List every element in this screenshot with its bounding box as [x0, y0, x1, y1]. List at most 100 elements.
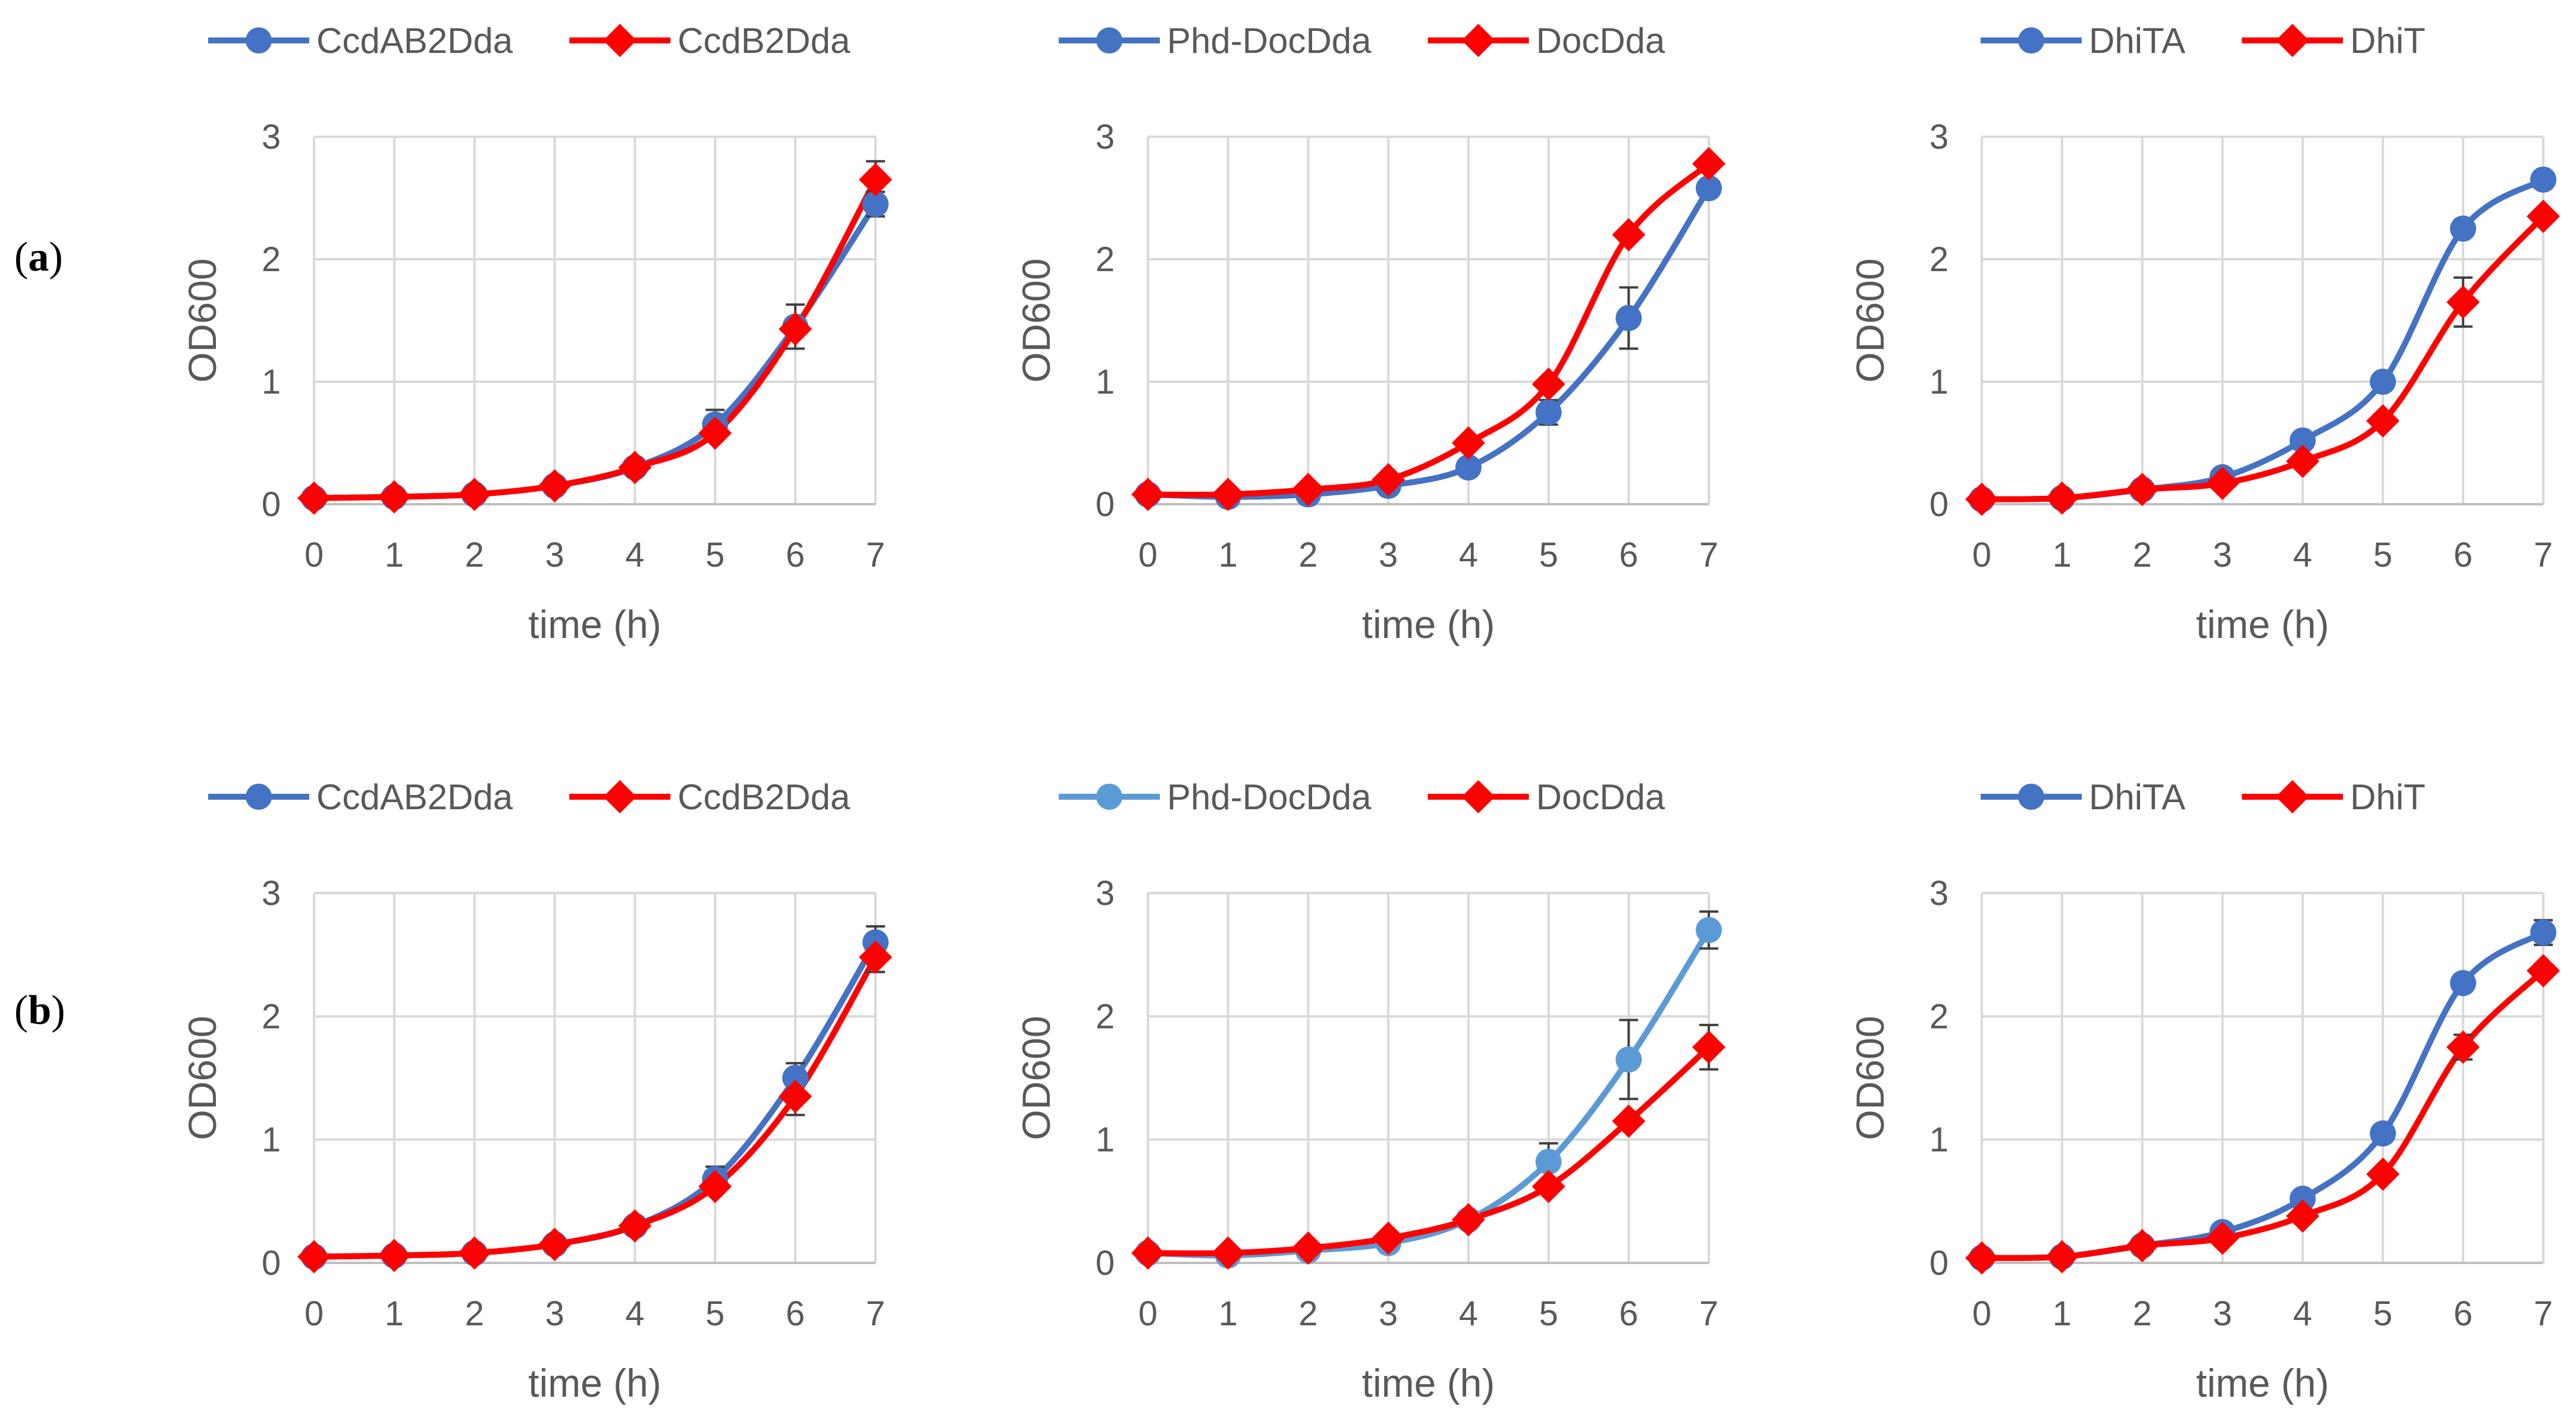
data-point-CcdB2Dda — [698, 1170, 732, 1203]
data-point-CcdB2Dda — [779, 1080, 812, 1114]
x-tick-label: 7 — [1699, 536, 1718, 574]
data-point-DhiT — [2205, 1221, 2239, 1255]
legend-marker-DocDda — [1461, 24, 1495, 57]
chart-panel-a3: 0 1 2 3 0 1 2 3 4 5 6 7 time (h) OD600 DhiTA DhiT — [1848, 21, 2560, 646]
data-point-CcdB2Dda — [538, 1227, 572, 1261]
x-tick-label: 2 — [465, 1294, 484, 1333]
x-tick-label: 6 — [786, 1294, 805, 1333]
data-point-DhiT — [2125, 473, 2159, 507]
row-label-b-letter: b — [28, 988, 51, 1033]
data-point-DhiTA — [2289, 427, 2316, 454]
data-point-DhiT — [2527, 199, 2560, 233]
x-axis-title: time (h) — [528, 1361, 661, 1405]
y-tick-label: 3 — [262, 118, 281, 156]
data-point-Phd-DocDda — [1535, 399, 1562, 426]
row-label-b-close: ) — [51, 988, 65, 1033]
y-tick-label: 0 — [1096, 485, 1115, 524]
data-point-DhiT — [2125, 1228, 2159, 1262]
chart-panel-b2: 0 1 2 3 0 1 2 3 4 5 6 7 time (h) OD600 Phd-DocDda DocDd… — [1014, 777, 1725, 1405]
legend-label: DhiTA — [2089, 21, 2185, 61]
data-point-DocDda — [1451, 1203, 1485, 1237]
chart-panel-b3: 0 1 2 3 0 1 2 3 4 5 6 7 time (h) OD600 DhiTA DhiT — [1848, 777, 2560, 1405]
y-axis-title: OD600 — [180, 258, 224, 382]
data-point-DocDda — [1372, 1221, 1405, 1255]
data-point-DhiT — [2286, 1199, 2320, 1233]
data-point-DocDda — [1692, 147, 1725, 181]
x-tick-label: 7 — [1699, 1294, 1718, 1333]
x-axis-title: time (h) — [1362, 602, 1495, 646]
data-point-CcdB2Dda — [297, 481, 331, 515]
y-tick-label: 2 — [1929, 240, 1949, 279]
data-point-CcdB2Dda — [377, 1239, 411, 1272]
data-point-DhiT — [1965, 1241, 1998, 1275]
series-line-DhiT — [1981, 968, 2546, 1261]
x-tick-label: 5 — [705, 1294, 724, 1333]
x-tick-label: 5 — [1539, 1294, 1558, 1333]
chart-legend: Phd-DocDda DocDda — [1059, 777, 1665, 817]
x-tick-label: 1 — [385, 536, 404, 574]
x-tick-label: 2 — [1298, 1294, 1317, 1333]
data-point-CcdB2Dda — [377, 480, 411, 514]
data-point-Phd-DocDda — [1535, 1148, 1562, 1175]
y-tick-label: 3 — [1929, 118, 1949, 156]
x-tick-label: 2 — [1298, 536, 1317, 574]
y-tick-label: 1 — [1929, 363, 1949, 401]
data-point-CcdB2Dda — [618, 1209, 652, 1243]
data-point-DocDda — [1211, 1236, 1245, 1270]
y-tick-label: 3 — [262, 874, 281, 913]
y-axis-title: OD600 — [1848, 258, 1892, 382]
chart-panels: 0 1 2 3 0 1 2 3 4 5 6 7 time (h) OD600 CcdAB2Dda CcdB2D… — [180, 21, 2560, 1405]
x-tick-label: 0 — [1972, 536, 1991, 574]
y-axis-title: OD600 — [1848, 1016, 1892, 1140]
legend-marker-Phd-DocDda — [1096, 784, 1122, 810]
legend-label: Phd-DocDda — [1167, 777, 1372, 817]
data-point-DocDda — [1612, 1104, 1646, 1138]
data-point-CcdB2Dda — [297, 1240, 331, 1274]
x-tick-label: 4 — [2293, 1294, 2312, 1333]
y-tick-label: 0 — [262, 1244, 281, 1283]
row-label-b-open: ( — [14, 988, 28, 1033]
row-label-a-open: ( — [14, 234, 28, 280]
series-line-DocDda — [1147, 1045, 1711, 1257]
x-tick-label: 4 — [625, 536, 644, 574]
data-point-Phd-DocDda — [1455, 454, 1482, 481]
chart-legend: CcdAB2Dda CcdB2Dda — [208, 777, 851, 817]
legend-marker-CcdAB2Dda — [246, 784, 272, 810]
x-tick-label: 1 — [1219, 1294, 1238, 1333]
y-tick-label: 0 — [1929, 1244, 1949, 1283]
data-point-DocDda — [1451, 426, 1485, 460]
legend-marker-DhiTA — [2018, 27, 2044, 54]
x-tick-label: 2 — [2133, 1294, 2152, 1333]
x-tick-label: 5 — [705, 536, 724, 574]
legend-label: DocDda — [1536, 777, 1665, 817]
x-tick-label: 0 — [305, 536, 324, 574]
x-tick-label: 7 — [866, 536, 885, 574]
x-tick-label: 2 — [465, 536, 484, 574]
x-tick-label: 6 — [1619, 536, 1638, 574]
data-point-DhiT — [2446, 285, 2480, 319]
y-tick-label: 2 — [1096, 997, 1115, 1036]
y-tick-label: 3 — [1096, 874, 1115, 913]
series-line-CcdAB2Dda — [313, 202, 878, 501]
data-point-CcdB2Dda — [859, 940, 892, 974]
x-tick-label: 3 — [545, 536, 564, 574]
y-tick-label: 2 — [1929, 997, 1949, 1036]
legend-label: DhiTA — [2089, 777, 2185, 817]
chart-legend: Phd-DocDda DocDda — [1059, 21, 1665, 61]
x-axis-title: time (h) — [2196, 602, 2329, 646]
y-tick-label: 1 — [1929, 1121, 1949, 1159]
x-tick-label: 4 — [1459, 536, 1478, 574]
x-tick-label: 0 — [1138, 536, 1157, 574]
data-point-DocDda — [1692, 1030, 1725, 1064]
legend-label: CcdAB2Dda — [316, 21, 513, 61]
data-point-DocDda — [1131, 477, 1165, 511]
x-tick-label: 3 — [545, 1294, 564, 1333]
legend-marker-CcdB2Dda — [603, 780, 637, 813]
data-point-Phd-DocDda — [1696, 917, 1722, 944]
data-point-CcdAB2Dda — [862, 191, 889, 218]
data-point-DocDda — [1532, 367, 1565, 401]
data-point-CcdB2Dda — [618, 451, 652, 485]
x-tick-label: 6 — [1619, 1294, 1638, 1333]
y-axis-title: OD600 — [1014, 258, 1058, 382]
x-tick-label: 5 — [2373, 536, 2392, 574]
